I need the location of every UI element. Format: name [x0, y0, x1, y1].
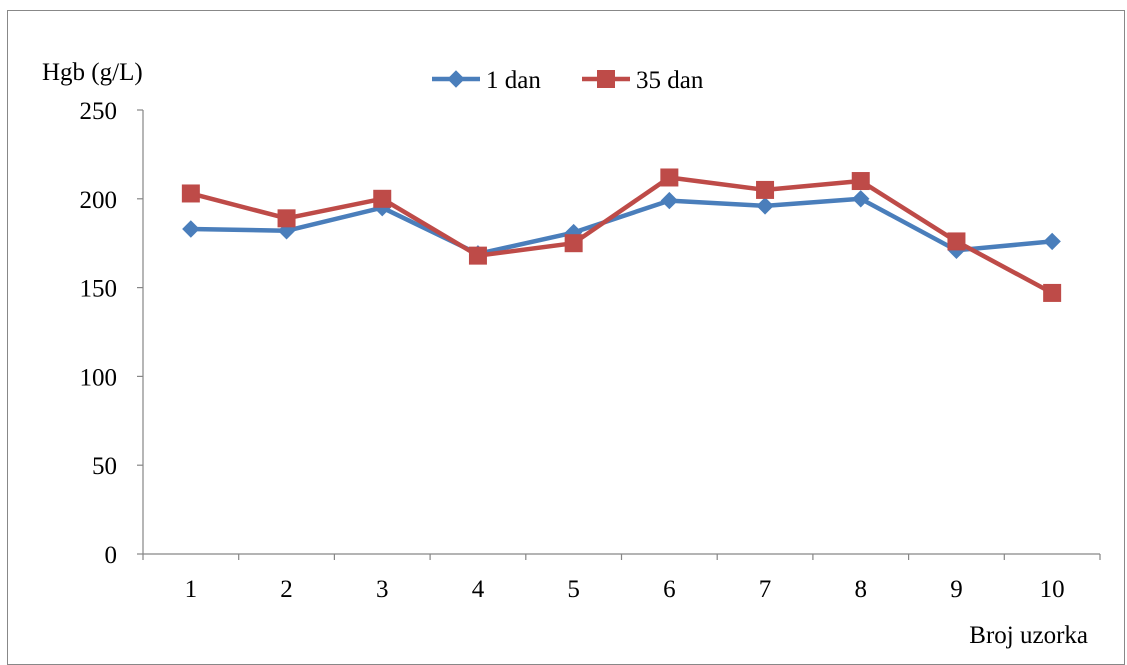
- x-tick-label: 1: [185, 576, 198, 603]
- data-point-series-2: [851, 172, 870, 191]
- series-line-1: [190, 196, 1053, 257]
- legend-marker-1: [447, 70, 465, 88]
- y-tick-label: 100: [80, 364, 118, 391]
- data-point-series-2: [277, 209, 296, 228]
- data-point-series-1: [182, 220, 200, 238]
- data-point-series-2: [181, 184, 200, 203]
- x-tick-label: 6: [663, 576, 676, 603]
- data-point-series-1: [852, 190, 870, 208]
- data-point-series-2: [947, 232, 966, 251]
- x-tick-label: 10: [1040, 576, 1065, 603]
- legend: 1 dan 35 dan: [432, 67, 704, 94]
- legend-label-1: 1 dan: [486, 67, 541, 94]
- data-point-series-2: [1043, 283, 1062, 302]
- x-tick-label: 4: [472, 576, 485, 603]
- legend-label-2: 35 dan: [636, 67, 704, 94]
- data-point-series-2: [756, 180, 775, 199]
- data-point-series-1: [756, 197, 774, 215]
- y-ticks: 0 50 100 150 200 250: [80, 98, 143, 569]
- data-point-series-2: [373, 189, 392, 208]
- y-tick-label: 0: [105, 542, 118, 569]
- data-point-series-2: [564, 234, 583, 253]
- data-point-series-1: [660, 191, 679, 210]
- data-point-series-1: [1043, 232, 1061, 251]
- x-tick-label: 2: [280, 576, 293, 603]
- y-tick-label: 200: [80, 187, 118, 214]
- x-tick-label: 7: [759, 576, 772, 603]
- x-tick-label: 3: [376, 576, 389, 603]
- chart-frame: [7, 10, 1125, 665]
- x-axis-label: Broj uzorka: [969, 622, 1088, 649]
- x-tick-label: 9: [950, 576, 963, 603]
- x-ticks: 1 2 3 4 5 6 7 8 9 10: [142, 554, 1101, 603]
- y-tick-label: 50: [92, 453, 117, 480]
- data-point-series-2: [660, 168, 679, 187]
- axes: [142, 110, 1100, 555]
- y-tick-label: 150: [80, 276, 118, 303]
- y-axis-label: Hgb (g/L): [42, 59, 143, 86]
- x-tick-label: 8: [855, 576, 868, 603]
- series-markers: [181, 168, 1062, 302]
- y-tick-label: 250: [80, 98, 118, 125]
- legend-marker-2: [597, 70, 615, 88]
- x-tick-label: 5: [567, 576, 580, 603]
- data-point-series-2: [468, 246, 487, 265]
- series-lines: [190, 175, 1054, 295]
- series-line-2: [190, 175, 1054, 295]
